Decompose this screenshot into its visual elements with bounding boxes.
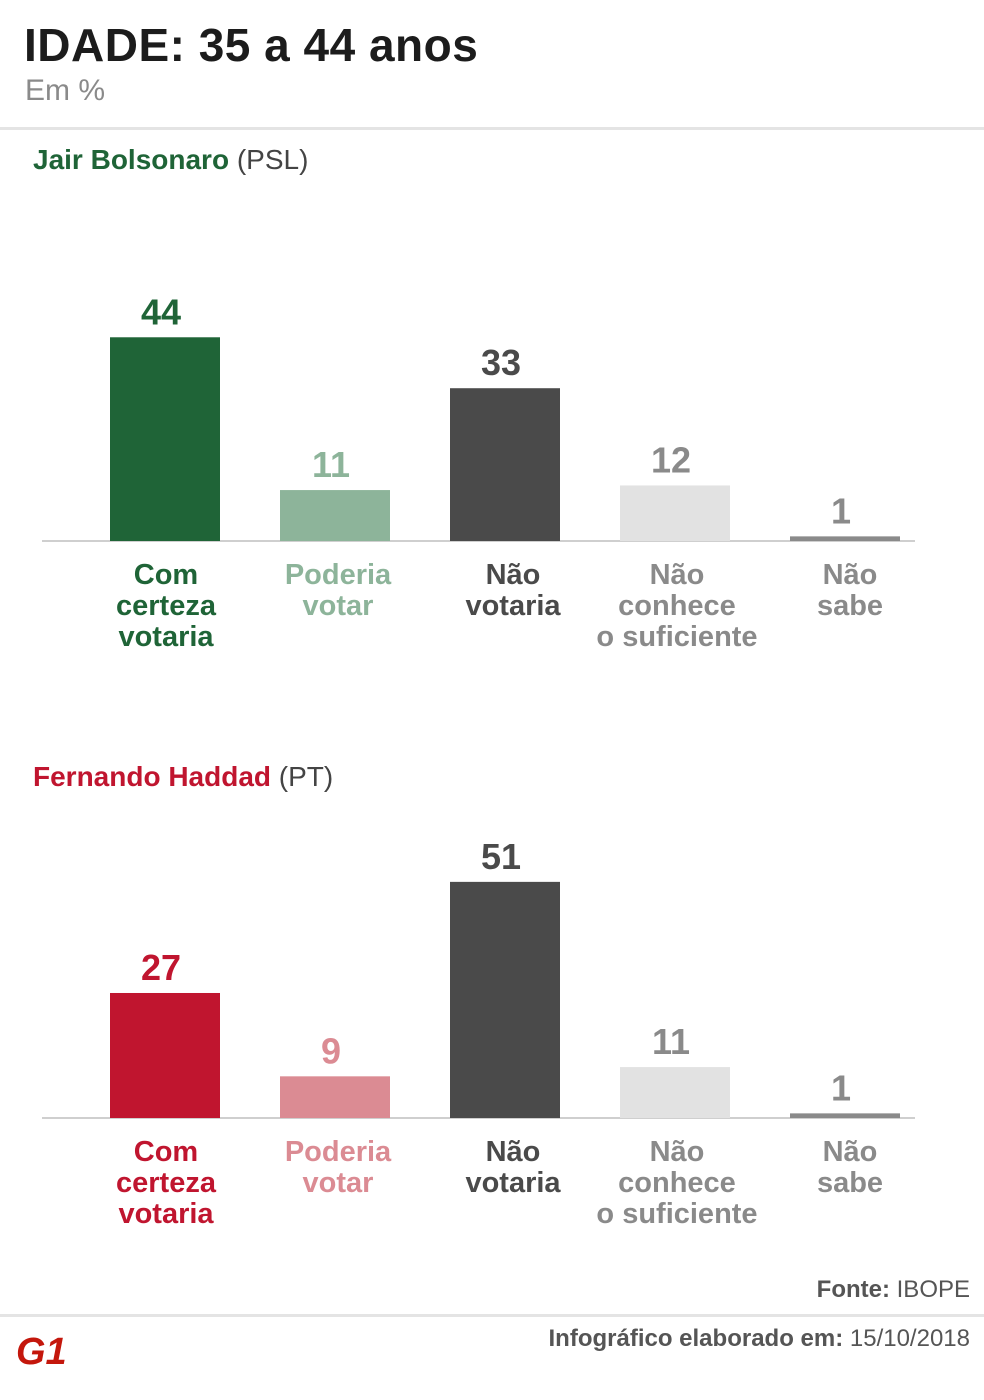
bar-value-label: 11 bbox=[312, 444, 350, 485]
date-value: 15/10/2018 bbox=[849, 1325, 970, 1352]
bar-value-label: 44 bbox=[141, 291, 181, 332]
bar-value-label: 12 bbox=[651, 439, 691, 480]
chart-title: IDADE: 35 a 44 anos bbox=[24, 19, 479, 71]
candidate-name: Fernando Haddad bbox=[33, 761, 272, 792]
haddad-bar-chart: 27 Com certeza votaria 9 Poderia votar 51 Não vot… bbox=[42, 836, 915, 1230]
category-label: Não votaria bbox=[465, 1136, 561, 1199]
bar bbox=[790, 1113, 900, 1118]
header-divider bbox=[0, 127, 984, 130]
source-note: Fonte: IBOPE bbox=[817, 1276, 970, 1304]
candidate-party: (PSL) bbox=[236, 144, 309, 175]
bar bbox=[620, 1067, 730, 1118]
bar bbox=[110, 337, 220, 541]
bar-value-label: 11 bbox=[652, 1021, 690, 1062]
date-key: Infográfico elaborado em: bbox=[548, 1325, 844, 1352]
bar bbox=[790, 536, 900, 541]
source-key: Fonte: bbox=[816, 1276, 890, 1303]
bar bbox=[450, 388, 560, 541]
category-label: Com certeza votaria bbox=[116, 559, 217, 653]
source-value: IBOPE bbox=[896, 1276, 970, 1303]
bar-value-label: 33 bbox=[481, 342, 521, 383]
candidate-heading-bolsonaro: Jair Bolsonaro (PSL) bbox=[33, 144, 308, 176]
g1-logo: G1 bbox=[16, 1330, 78, 1375]
bar-value-label: 27 bbox=[141, 947, 181, 988]
category-label: Poderia votar bbox=[285, 1136, 392, 1199]
chart-subtitle: Em % bbox=[25, 74, 106, 107]
bar bbox=[280, 490, 390, 541]
category-label: Não sabe bbox=[817, 559, 883, 622]
bar bbox=[450, 881, 560, 1118]
bolsonaro-bar-chart: 44 Com certeza votaria 11 Poderia votar 33 Não vo… bbox=[42, 291, 915, 653]
category-label: Poderia votar bbox=[285, 559, 392, 622]
date-note: Infográfico elaborado em: 15/10/2018 bbox=[549, 1325, 971, 1353]
category-label: Não conhece o suficiente bbox=[596, 559, 757, 653]
g1-logo-text: G1 bbox=[16, 1331, 67, 1370]
category-label: Com certeza votaria bbox=[116, 1136, 217, 1230]
bar bbox=[110, 992, 220, 1118]
category-label: Não votaria bbox=[465, 559, 561, 622]
category-label: Não conhece o suficiente bbox=[596, 1136, 757, 1230]
bar-value-label: 1 bbox=[831, 1067, 851, 1108]
bar-value-label: 1 bbox=[831, 490, 851, 531]
bar bbox=[620, 485, 730, 541]
category-label: Não sabe bbox=[817, 1136, 883, 1199]
footer-divider bbox=[0, 1314, 984, 1317]
candidate-heading-haddad: Fernando Haddad (PT) bbox=[33, 761, 333, 793]
candidate-party: (PT) bbox=[278, 761, 334, 792]
candidate-name: Jair Bolsonaro bbox=[33, 144, 230, 175]
bar bbox=[280, 1076, 390, 1118]
bar-value-label: 51 bbox=[481, 836, 521, 877]
bar-value-label: 9 bbox=[321, 1030, 341, 1071]
